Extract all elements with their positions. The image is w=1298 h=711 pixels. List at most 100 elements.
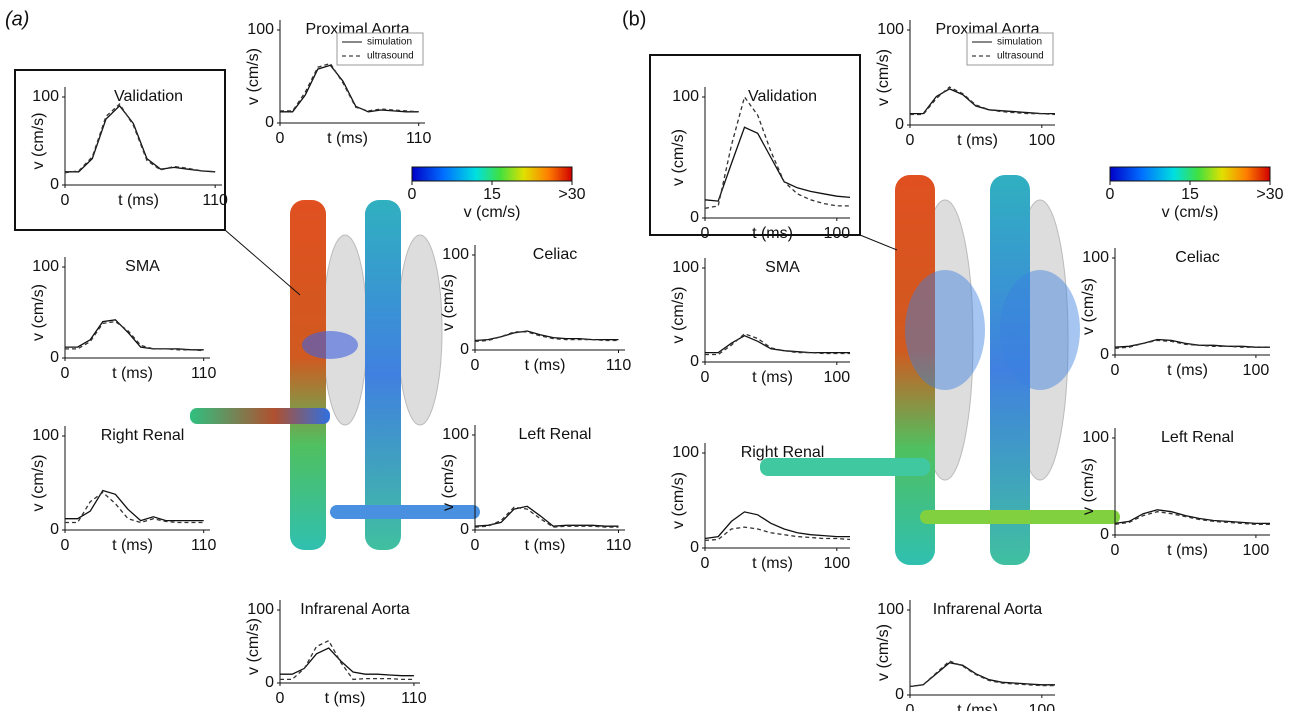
x-axis-label: t (ms) <box>752 555 793 572</box>
plot-title: SMA <box>125 258 160 275</box>
y-tick-label: 100 <box>442 426 469 443</box>
y-axis-label: v (cm/s) <box>30 284 47 341</box>
x-axis-label: t (ms) <box>327 130 368 147</box>
colorbar <box>1110 167 1270 181</box>
x-axis-label: t (ms) <box>957 702 998 711</box>
x-tick-label: 110 <box>606 357 632 374</box>
simulation-curve <box>705 512 850 539</box>
simulation-curve <box>65 106 215 172</box>
zoom-connector <box>860 235 897 250</box>
colorbar <box>412 167 572 181</box>
simulation-curve <box>65 320 204 350</box>
colorbar-tick-label: >30 <box>558 186 585 203</box>
panel-label: (b) <box>622 8 646 30</box>
x-tick-label: 100 <box>823 225 850 242</box>
x-tick-label: 0 <box>701 225 710 242</box>
x-tick-label: 0 <box>906 132 915 149</box>
simulation-curve <box>910 663 1055 687</box>
x-tick-label: 110 <box>202 192 228 209</box>
y-axis-label: v (cm/s) <box>245 618 262 675</box>
y-tick-label: 0 <box>50 176 59 193</box>
y-tick-label: 0 <box>265 114 274 131</box>
ultrasound-curve <box>1115 340 1270 348</box>
x-tick-label: 0 <box>471 357 480 374</box>
x-tick-label: 100 <box>823 555 850 572</box>
colorbar-tick-label: 15 <box>1181 186 1199 203</box>
plot-title: Infrarenal Aorta <box>300 601 410 618</box>
y-tick-label: 0 <box>690 209 699 226</box>
colorbar-label: v (cm/s) <box>1162 204 1219 221</box>
plot-title: Celiac <box>533 246 577 263</box>
simulation-curve <box>280 65 419 112</box>
y-axis-label: v (cm/s) <box>1080 278 1097 335</box>
y-tick-label: 0 <box>460 341 469 358</box>
simulation-curve <box>475 331 619 341</box>
x-tick-label: 110 <box>401 690 427 707</box>
ultrasound-curve <box>475 507 619 527</box>
ultrasound-curve <box>280 64 419 112</box>
x-tick-label: 100 <box>823 369 850 386</box>
legend-label: ultrasound <box>997 51 1044 62</box>
y-tick-label: 100 <box>1082 429 1109 446</box>
y-tick-label: 0 <box>460 521 469 538</box>
ultrasound-curve <box>705 334 850 355</box>
y-axis-label: v (cm/s) <box>670 129 687 186</box>
legend-label: simulation <box>367 37 412 48</box>
plot-title: Validation <box>114 88 183 105</box>
x-tick-label: 0 <box>701 369 710 386</box>
x-axis-label: t (ms) <box>112 365 153 382</box>
colorbar-tick-label: 0 <box>1106 186 1115 203</box>
x-tick-label: 110 <box>191 365 217 382</box>
y-tick-label: 0 <box>690 539 699 556</box>
plot-title: SMA <box>765 259 800 276</box>
x-axis-label: t (ms) <box>525 537 566 554</box>
y-axis-label: v (cm/s) <box>875 49 892 106</box>
y-tick-label: 100 <box>877 21 904 38</box>
y-axis-label: v (cm/s) <box>670 287 687 344</box>
x-tick-label: 0 <box>906 702 915 711</box>
x-tick-label: 0 <box>61 537 70 554</box>
colorbar-label: v (cm/s) <box>464 204 521 221</box>
y-tick-label: 0 <box>50 521 59 538</box>
x-axis-label: t (ms) <box>118 192 159 209</box>
y-tick-label: 100 <box>877 601 904 618</box>
plot-title: Right Renal <box>741 444 825 461</box>
simulation-curve <box>910 89 1055 114</box>
y-tick-label: 100 <box>672 259 699 276</box>
y-tick-label: 0 <box>1100 526 1109 543</box>
x-tick-label: 0 <box>276 690 285 707</box>
x-tick-label: 100 <box>1243 362 1270 379</box>
simulation-curve <box>475 506 619 526</box>
ultrasound-curve <box>65 492 204 522</box>
plot-title: Validation <box>748 88 817 105</box>
y-axis-label: v (cm/s) <box>30 113 47 170</box>
x-axis-label: t (ms) <box>752 369 793 386</box>
x-tick-label: 0 <box>61 365 70 382</box>
legend-label: ultrasound <box>367 51 414 62</box>
x-tick-label: 0 <box>471 537 480 554</box>
simulation-curve <box>1115 340 1270 348</box>
x-tick-label: 110 <box>191 537 217 554</box>
y-tick-label: 0 <box>1100 346 1109 363</box>
y-tick-label: 100 <box>672 444 699 461</box>
x-tick-label: 110 <box>606 537 632 554</box>
y-axis-label: v (cm/s) <box>245 48 262 105</box>
y-tick-label: 100 <box>32 258 59 275</box>
x-tick-label: 0 <box>1111 542 1120 559</box>
x-tick-label: 100 <box>1028 702 1055 711</box>
x-tick-label: 0 <box>701 555 710 572</box>
x-axis-label: t (ms) <box>112 537 153 554</box>
x-axis-label: t (ms) <box>957 132 998 149</box>
y-tick-label: 100 <box>442 246 469 263</box>
y-tick-label: 0 <box>895 686 904 703</box>
x-tick-label: 0 <box>276 130 285 147</box>
plot-title: Right Renal <box>101 427 185 444</box>
simulation-curve <box>705 127 850 201</box>
y-tick-label: 100 <box>672 88 699 105</box>
ultrasound-curve <box>65 322 204 351</box>
ultrasound-curve <box>705 97 850 208</box>
y-axis-label: v (cm/s) <box>440 454 457 511</box>
colorbar-tick-label: 15 <box>483 186 501 203</box>
y-tick-label: 0 <box>690 353 699 370</box>
y-axis-label: v (cm/s) <box>440 274 457 331</box>
